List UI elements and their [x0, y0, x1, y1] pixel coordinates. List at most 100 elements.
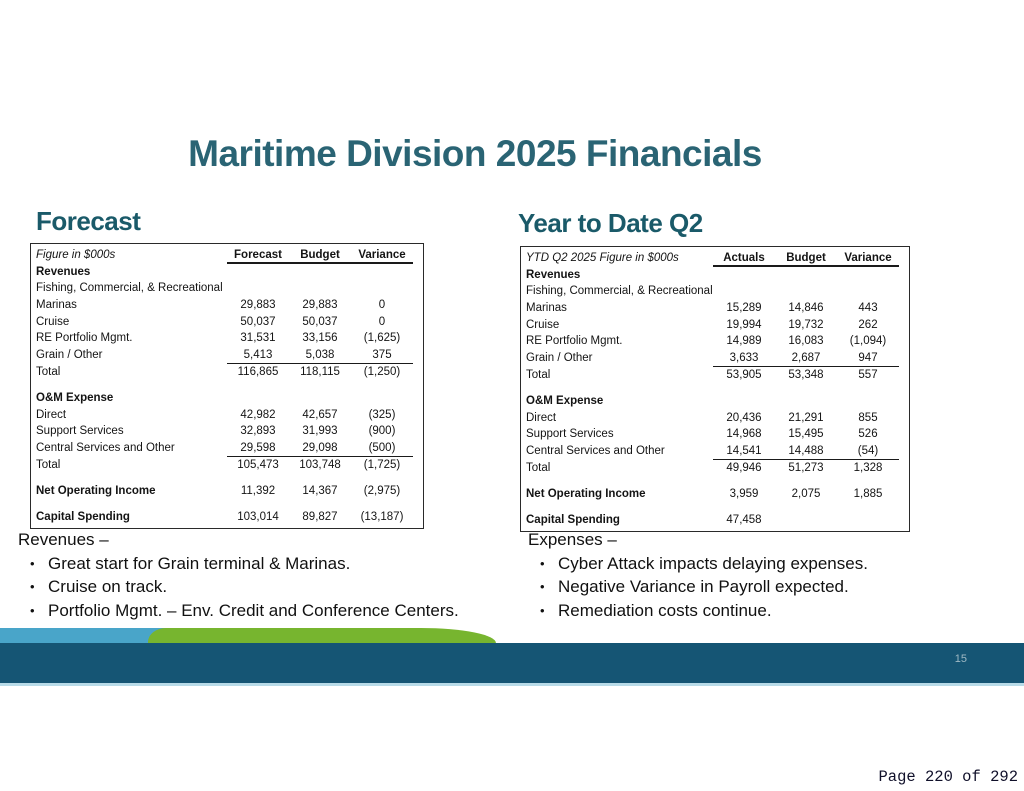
row-label: Central Services and Other — [36, 442, 175, 455]
table-cell — [837, 267, 899, 284]
table-cell: (500) — [368, 442, 396, 455]
bullet-item: • Cruise on track. — [18, 575, 513, 599]
column-header: Budget — [300, 249, 340, 261]
row-label: Total — [526, 368, 551, 381]
row-values: 31,531 33,156 (1,625) — [227, 330, 413, 347]
table-cell — [289, 381, 351, 391]
notes-heading: Expenses – — [528, 530, 617, 549]
table-cell — [837, 512, 899, 529]
row-label: Capital Spending — [36, 511, 130, 524]
row-values — [713, 393, 899, 410]
table-row: O&M Expense — [521, 393, 909, 410]
table-cell: 47,458 — [726, 514, 762, 527]
row-label — [526, 476, 713, 486]
table-cell — [351, 473, 413, 483]
revenues-notes: Revenues – • Great start for Grain termi… — [18, 528, 513, 622]
table-cell: 49,946 — [726, 461, 762, 474]
bullet-item: • Negative Variance in Payroll expected. — [528, 575, 1008, 599]
table-row: Grain / Other 3,633 2,687 947 — [521, 350, 909, 367]
table-row: Capital Spending 103,014 89,827 (13,187) — [31, 509, 423, 526]
table-row: O&M Expense — [31, 390, 423, 407]
table-row: Net Operating Income 11,392 14,367 (2,97… — [31, 483, 423, 500]
table-cell — [351, 264, 413, 281]
table-cell: 89,827 — [302, 511, 338, 524]
table-cell: 5,038 — [305, 349, 335, 362]
row-label: Total — [36, 365, 61, 378]
table-cell — [713, 267, 775, 284]
table-cell: (2,975) — [363, 484, 401, 497]
table-cell: (1,250) — [363, 365, 401, 378]
row-values: 14,541 14,488 (54) — [713, 443, 899, 460]
row-label — [36, 500, 227, 510]
row-label — [526, 384, 713, 394]
table-cell: 31,993 — [302, 425, 338, 438]
row-values: 29,883 29,883 0 — [227, 297, 413, 314]
table-cell: 0 — [378, 299, 386, 312]
table-cell: 14,488 — [788, 445, 824, 458]
table-header-cells: Actuals Budget Variance — [713, 250, 899, 267]
row-label: Cruise — [526, 318, 560, 331]
table-row: Capital Spending 47,458 — [521, 512, 909, 529]
table-caption: YTD Q2 2025 Figure in $000s — [526, 252, 679, 264]
row-values: 14,968 15,495 526 — [713, 426, 899, 443]
table-cell: 1,885 — [853, 487, 883, 500]
table-cell: (1,094) — [849, 335, 887, 348]
expenses-notes: Expenses – • Cyber Attack impacts delayi… — [528, 528, 1008, 622]
forecast-table: Figure in $000s Forecast Budget Variance… — [30, 243, 424, 529]
table-cell: 103,014 — [237, 511, 279, 524]
row-label: Capital Spending — [526, 514, 620, 527]
row-label — [36, 381, 227, 391]
row-values — [713, 384, 899, 394]
bullet-dot-icon: • — [30, 555, 35, 571]
ytd-table: YTD Q2 2025 Figure in $000s Actuals Budg… — [520, 246, 910, 532]
table-cell — [227, 264, 289, 281]
row-values: 50,037 50,037 0 — [227, 314, 413, 331]
table-cell — [289, 264, 351, 281]
column-header: Variance — [358, 249, 406, 261]
row-values: 14,989 16,083 (1,094) — [713, 333, 899, 350]
table-cell: 5,413 — [243, 349, 273, 362]
bullet-item: • Great start for Grain terminal & Marin… — [18, 552, 513, 576]
table-row: Total 105,473 103,748 (1,725) — [31, 457, 423, 474]
row-values: 3,633 2,687 947 — [713, 350, 899, 367]
green-wave-decoration — [148, 628, 496, 643]
table-cell: 29,098 — [302, 442, 338, 455]
bullet-item: • Cyber Attack impacts delaying expenses… — [528, 552, 1008, 576]
row-values: 105,473 103,748 (1,725) — [227, 457, 413, 474]
table-cell — [775, 393, 837, 410]
table-cell: 262 — [858, 318, 878, 331]
column-header: Variance — [844, 252, 892, 264]
table-cell: 14,541 — [726, 445, 762, 458]
row-values: 42,982 42,657 (325) — [227, 407, 413, 424]
table-row — [521, 384, 909, 394]
table-cell: 15,495 — [788, 428, 824, 441]
row-values — [227, 500, 413, 510]
table-row: Cruise 19,994 19,732 262 — [521, 317, 909, 334]
table-cell: 19,732 — [788, 318, 824, 331]
table-row: Revenues — [521, 267, 909, 284]
table-cell: 53,348 — [788, 368, 824, 381]
table-cell: 11,392 — [240, 484, 276, 497]
table-cell — [227, 390, 289, 407]
table-cell: 51,273 — [788, 461, 824, 474]
row-values: 29,598 29,098 (500) — [227, 440, 413, 457]
forecast-table-body: Revenues Fishing, Commercial, & Recreati… — [31, 264, 423, 526]
table-cell: 2,687 — [791, 352, 821, 365]
table-cell: 14,968 — [726, 428, 762, 441]
bullet-item: • Remediation costs continue. — [528, 599, 1008, 623]
table-cell: (54) — [857, 445, 879, 458]
notes-list: • Cyber Attack impacts delaying expenses… — [528, 552, 1008, 623]
table-cell: (13,187) — [360, 511, 404, 524]
table-row: Central Services and Other 14,541 14,488… — [521, 443, 909, 460]
row-values: 5,413 5,038 375 — [227, 347, 413, 364]
table-cell — [713, 393, 775, 410]
table-cell: 31,531 — [240, 332, 276, 345]
table-row: RE Portfolio Mgmt. 14,989 16,083 (1,094) — [521, 333, 909, 350]
row-values — [227, 280, 413, 297]
notes-heading: Revenues – — [18, 530, 109, 549]
table-cell — [775, 503, 837, 513]
row-label: Grain / Other — [36, 349, 103, 362]
table-cell: 20,436 — [726, 411, 762, 424]
table-row: Support Services 32,893 31,993 (900) — [31, 423, 423, 440]
